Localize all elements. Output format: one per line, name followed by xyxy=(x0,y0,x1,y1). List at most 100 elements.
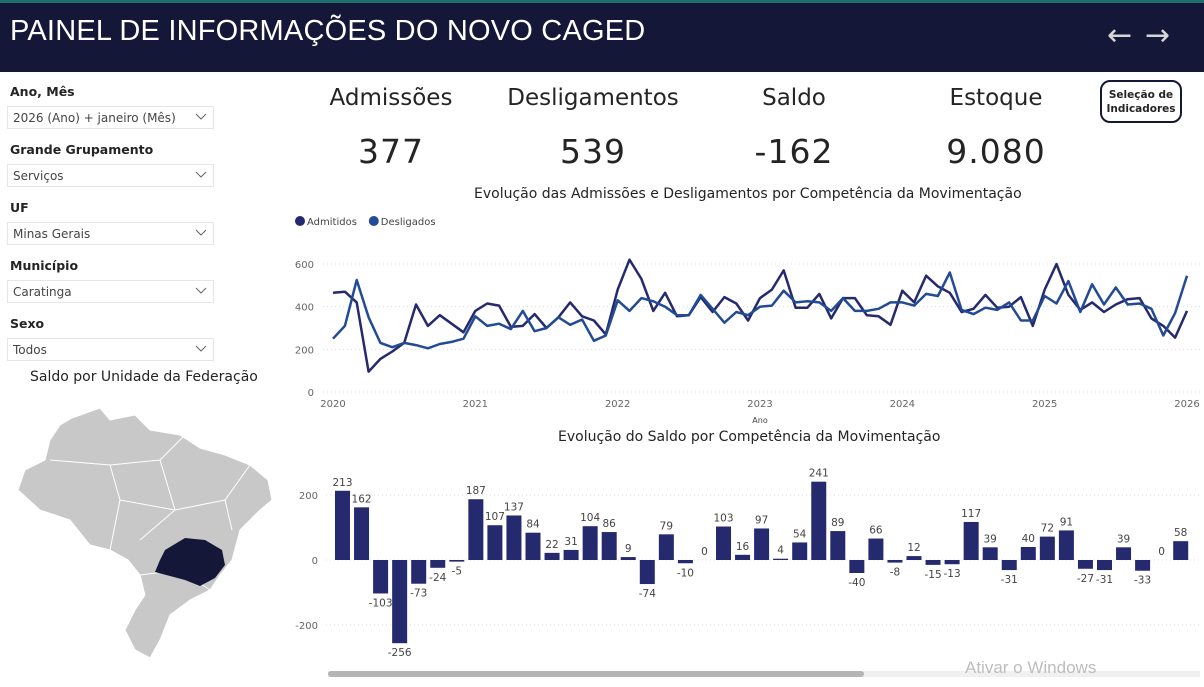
series-line-desligados xyxy=(332,271,1189,350)
bar xyxy=(773,558,789,560)
minas-gerais-shape[interactable] xyxy=(155,538,225,586)
filter-value: Serviços xyxy=(13,169,64,183)
bar-data-label: 12 xyxy=(907,542,920,554)
bar xyxy=(830,531,846,560)
x-axis-label: Ano xyxy=(752,416,768,425)
filter-ano-mes-dropdown[interactable]: 2026 (Ano) + janeiro (Mês) xyxy=(7,106,214,129)
x-tick-label: 2021 xyxy=(463,399,488,410)
kpi-estoque-label: Estoque xyxy=(949,85,1043,111)
button-line-1: Seleção de xyxy=(1108,88,1174,101)
bar-data-label: 97 xyxy=(755,514,768,526)
bar xyxy=(582,526,598,560)
bar-data-label: 107 xyxy=(485,511,505,523)
button-line-2: Indicadores xyxy=(1106,102,1176,115)
bar-data-label: 66 xyxy=(869,525,883,537)
bar xyxy=(963,521,979,560)
filter-municipio-dropdown[interactable]: Caratinga xyxy=(7,280,214,303)
bar xyxy=(716,526,731,560)
bar xyxy=(335,490,350,560)
chevron-down-icon xyxy=(195,287,207,294)
bar-data-label: -27 xyxy=(1077,573,1094,585)
bar-chart-title: Evolução do Saldo por Competência da Mov… xyxy=(558,429,941,445)
chart-scrollbar-thumb[interactable] xyxy=(328,671,864,677)
bar-data-label: -5 xyxy=(452,566,462,578)
kpi-saldo-label: Saldo xyxy=(762,85,826,111)
bar-data-label: -10 xyxy=(677,567,694,579)
filter-label-ano-mes: Ano, Mês xyxy=(10,84,75,99)
x-tick-label: 2023 xyxy=(747,399,772,410)
filter-sexo-dropdown[interactable]: Todos xyxy=(7,338,214,361)
bar-data-label: 0 xyxy=(701,546,708,558)
bar-data-label: 0 xyxy=(1158,546,1165,558)
chevron-down-icon xyxy=(195,113,207,120)
bar xyxy=(1116,547,1132,560)
bar-data-label: 9 xyxy=(625,543,632,555)
bar-data-label: -73 xyxy=(410,588,427,600)
bar-data-label: 54 xyxy=(793,528,807,540)
header-bar: PAINEL DE INFORMAÇÕES DO NOVO CAGED ← → xyxy=(0,3,1204,72)
filter-label-grande-grupamento: Grande Grupamento xyxy=(10,142,154,157)
legend-marker-icon xyxy=(368,216,379,226)
y-tick-label: 200 xyxy=(295,345,314,356)
bar xyxy=(735,554,751,560)
bar xyxy=(754,528,770,560)
bar-data-label: 104 xyxy=(580,512,600,524)
bar-data-label: 187 xyxy=(466,485,486,497)
y-tick-label: -200 xyxy=(295,621,318,632)
bar-data-label: -103 xyxy=(369,597,393,609)
y-tick-label: 0 xyxy=(312,556,318,567)
y-tick-label: 0 xyxy=(308,388,314,399)
filter-uf-dropdown[interactable]: Minas Gerais xyxy=(7,222,214,245)
kpi-saldo-value: -162 xyxy=(754,132,834,171)
bar-data-label: -24 xyxy=(429,572,446,584)
y-tick-label: 200 xyxy=(299,491,318,502)
x-tick-label: 2025 xyxy=(1032,399,1057,410)
bar-data-label: 22 xyxy=(545,539,558,551)
bar xyxy=(373,560,389,594)
bar-data-label: 86 xyxy=(603,518,617,530)
x-tick-label: 2024 xyxy=(890,399,915,410)
bar xyxy=(392,560,408,644)
bar xyxy=(1173,541,1189,560)
bar xyxy=(506,515,522,560)
chevron-down-icon xyxy=(195,345,207,352)
bar-data-label: 39 xyxy=(984,533,997,545)
bar xyxy=(449,560,465,562)
bar xyxy=(468,499,484,560)
selecao-indicadores-button[interactable]: Seleção de Indicadores xyxy=(1100,80,1182,123)
kpi-desligamentos-label: Desligamentos xyxy=(507,85,679,111)
arrow-right-icon[interactable]: → xyxy=(1145,18,1171,53)
bar-data-label: 241 xyxy=(809,468,829,480)
filter-label-municipio: Município xyxy=(10,258,79,273)
top-accent-line xyxy=(0,0,1204,3)
arrow-left-icon[interactable]: ← xyxy=(1107,18,1133,53)
bar xyxy=(868,538,884,560)
bar-data-label: -40 xyxy=(848,577,865,589)
bar-data-label: 72 xyxy=(1041,523,1054,535)
bar-data-label: 137 xyxy=(504,501,524,513)
bar xyxy=(544,552,560,560)
bar xyxy=(563,549,579,560)
filter-grande-grupamento-dropdown[interactable]: Serviços xyxy=(7,164,214,187)
bar xyxy=(658,534,674,560)
line-chart-title: Evolução das Admissões e Desligamentos p… xyxy=(474,186,1022,202)
bar xyxy=(887,560,903,563)
bar xyxy=(1077,560,1093,569)
legend-marker-icon xyxy=(295,216,305,226)
bar xyxy=(430,560,446,568)
brazil-states-shape[interactable] xyxy=(17,407,273,659)
bar-data-label: 79 xyxy=(660,520,673,532)
bar xyxy=(411,560,427,584)
bar-data-label: -31 xyxy=(1001,574,1018,586)
series-line-admitidos xyxy=(332,258,1189,373)
bar xyxy=(525,532,541,560)
filter-value: Minas Gerais xyxy=(13,227,91,241)
filter-value: Caratinga xyxy=(13,285,72,299)
bar xyxy=(1135,560,1151,571)
filter-label-sexo: Sexo xyxy=(10,316,45,331)
bar-data-label: 213 xyxy=(332,477,352,489)
bar xyxy=(601,532,617,560)
brazil-map[interactable] xyxy=(10,400,280,665)
bar xyxy=(849,560,865,573)
bar-data-label: -256 xyxy=(388,647,412,659)
